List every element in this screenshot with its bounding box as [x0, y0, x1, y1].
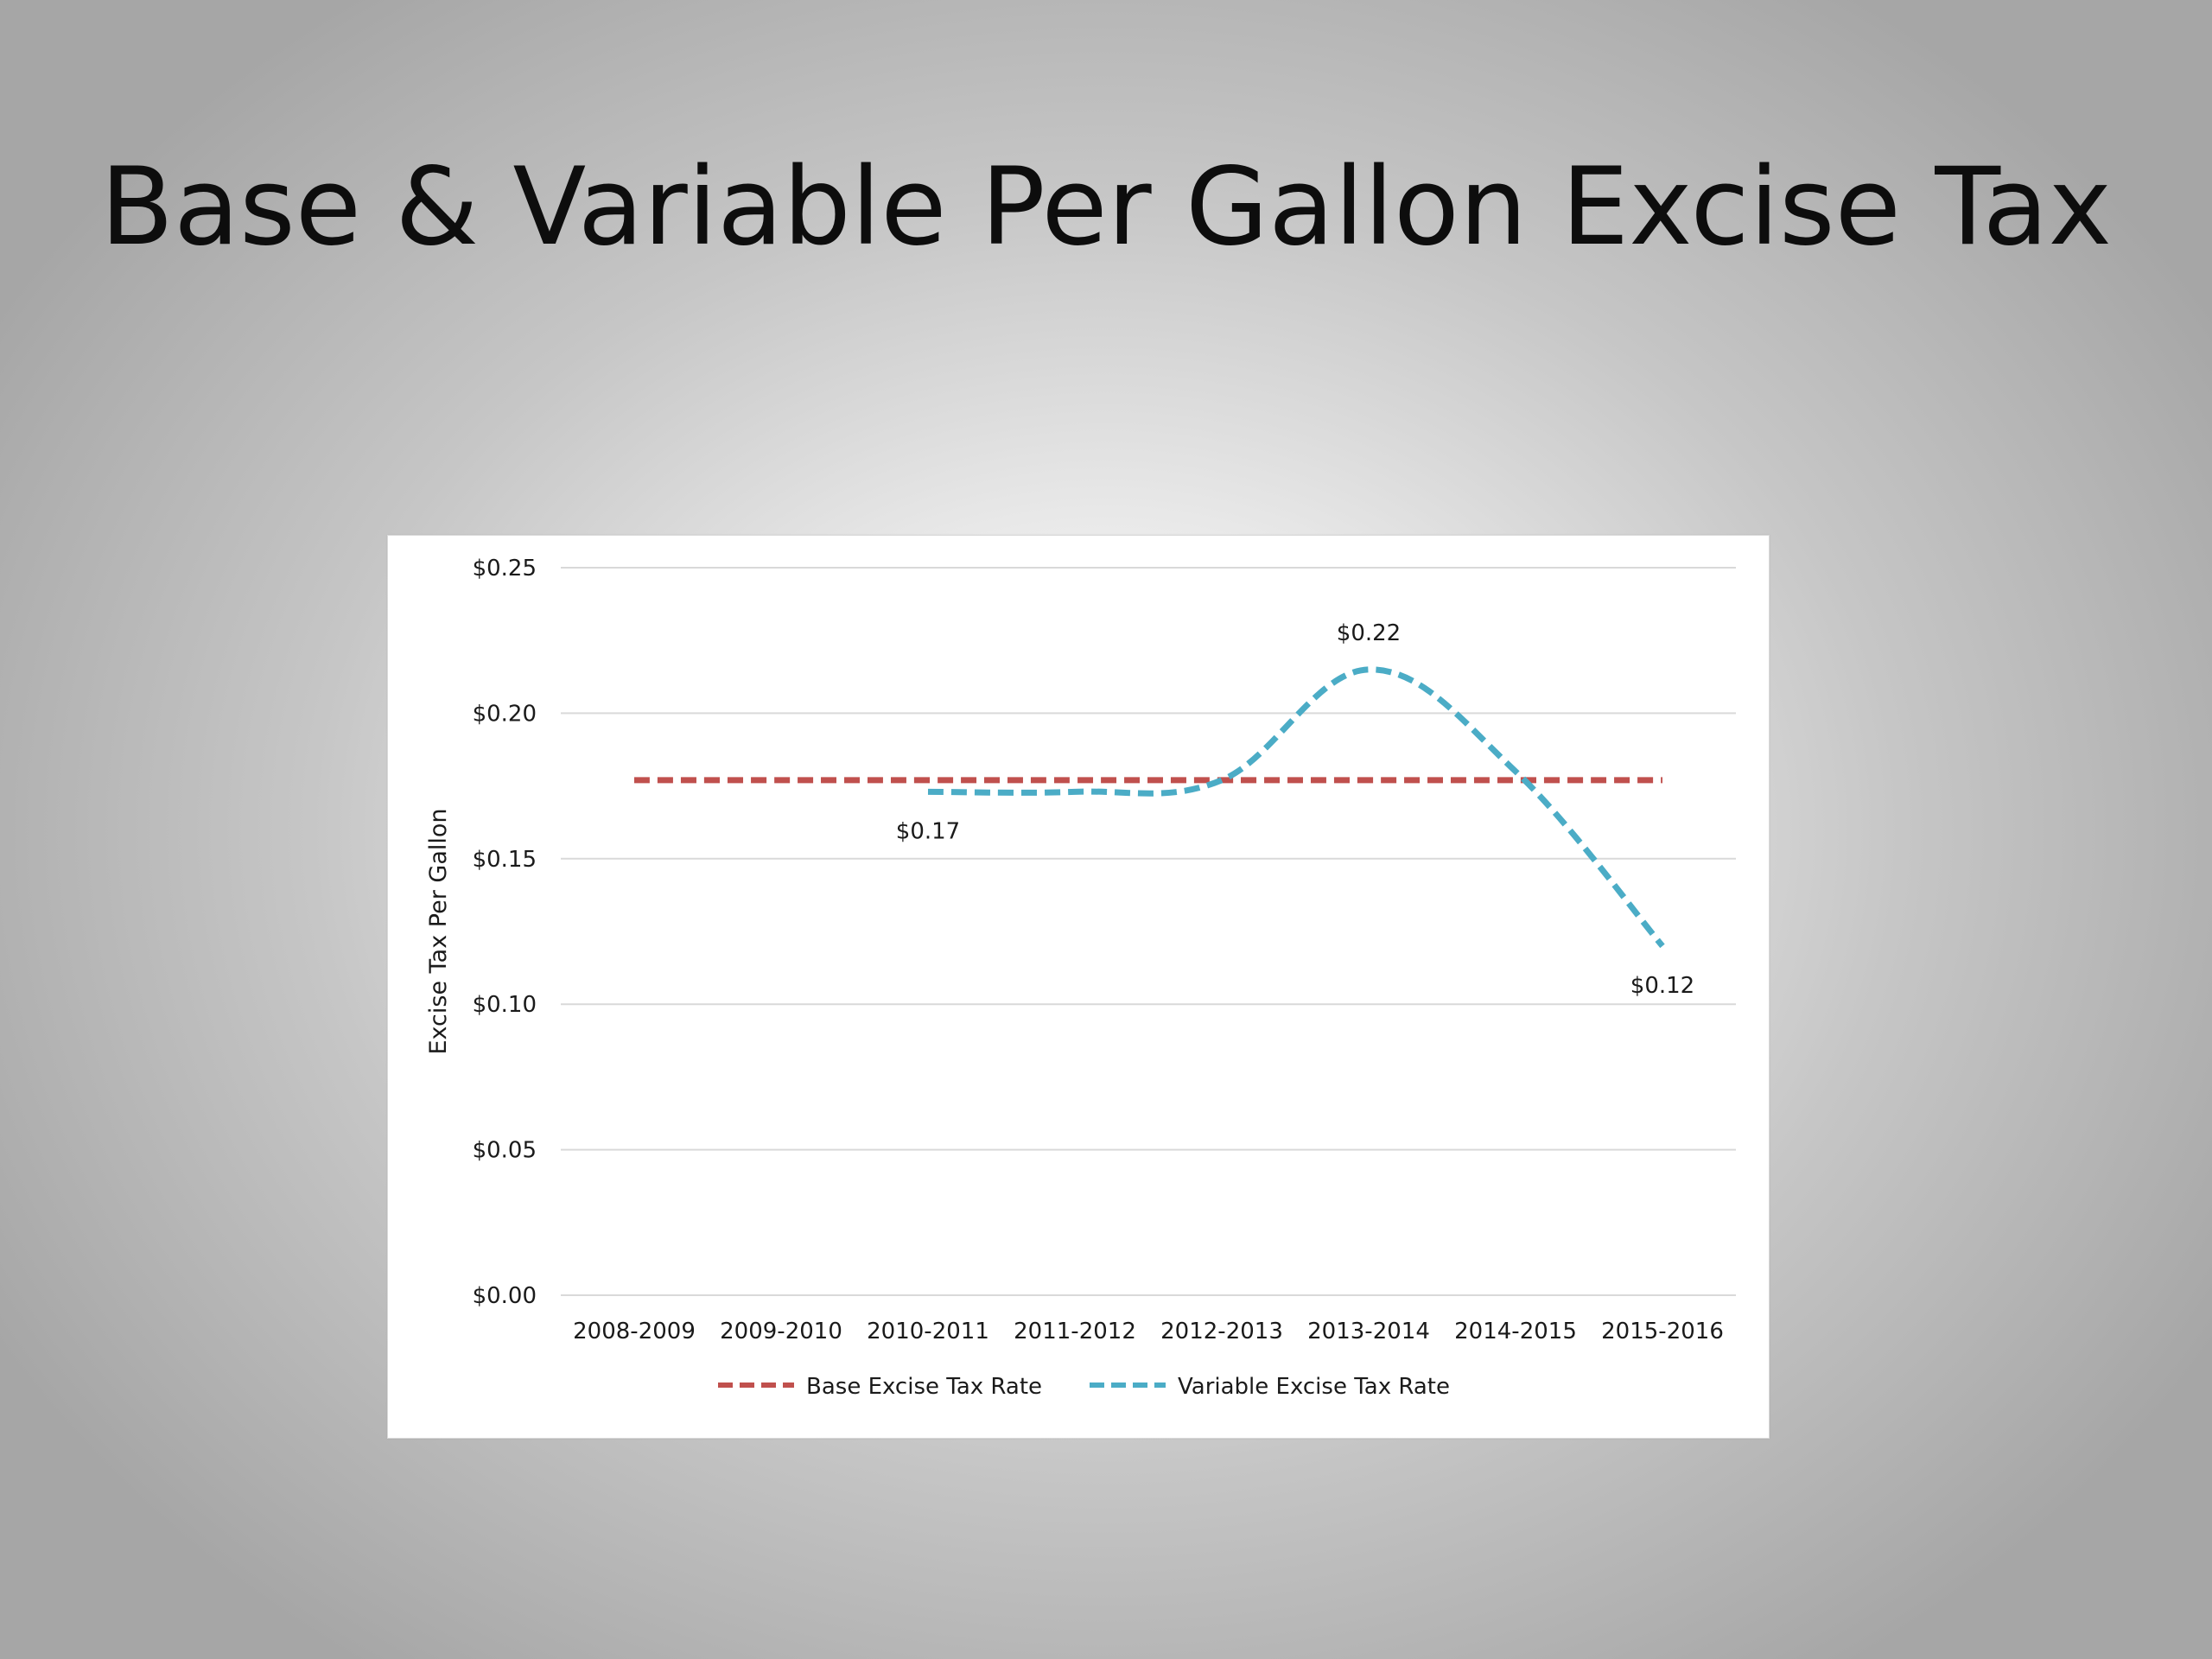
- legend-label: Base Excise Tax Rate: [806, 1374, 1042, 1400]
- y-tick-label: $0.15: [473, 847, 537, 873]
- x-tick-label: 2011-2012: [1014, 1319, 1136, 1344]
- slide-title: Base & Variable Per Gallon Excise Tax: [100, 145, 2112, 270]
- legend: Base Excise Tax Rate Variable Excise Tax …: [718, 1374, 1450, 1400]
- x-tick-label: 2014-2015: [1454, 1319, 1577, 1344]
- line-chart: $0.00 $0.05 $0.10 $0.15 $0.20 $0.25 2008-2009…: [425, 556, 1736, 1400]
- x-tick-label: 2009-2010: [720, 1319, 842, 1344]
- y-tick-label: $0.20: [473, 701, 537, 727]
- x-axis-tick-labels: 2008-2009 2009-2010 2010-2011 2011-2012 2012…: [573, 1319, 1724, 1344]
- data-label: $0.17: [896, 818, 960, 844]
- chart-panel: $0.00 $0.05 $0.10 $0.15 $0.20 $0.25 2008-2009…: [387, 535, 1770, 1439]
- y-tick-label: $0.05: [473, 1138, 537, 1164]
- y-tick-label: $0.10: [473, 992, 537, 1018]
- y-axis-label: Excise Tax Per Gallon: [425, 808, 452, 1054]
- data-labels: $0.17 $0.22 $0.12: [896, 620, 1694, 999]
- series-line-variable-excise-tax-rate: [927, 666, 1665, 949]
- data-label: $0.12: [1630, 973, 1694, 999]
- y-axis-tick-labels: $0.00 $0.05 $0.10 $0.15 $0.20 $0.25: [473, 556, 537, 1309]
- x-tick-label: 2012-2013: [1160, 1319, 1283, 1344]
- y-tick-label: $0.25: [473, 556, 537, 582]
- legend-label: Variable Excise Tax Rate: [1178, 1374, 1450, 1400]
- x-tick-label: 2008-2009: [573, 1319, 696, 1344]
- x-tick-label: 2013-2014: [1307, 1319, 1430, 1344]
- y-tick-label: $0.00: [473, 1283, 537, 1309]
- series-lines: [634, 666, 1665, 949]
- gridlines: [561, 567, 1736, 1296]
- x-tick-label: 2015-2016: [1601, 1319, 1724, 1344]
- x-tick-label: 2010-2011: [867, 1319, 989, 1344]
- data-label: $0.22: [1337, 620, 1401, 646]
